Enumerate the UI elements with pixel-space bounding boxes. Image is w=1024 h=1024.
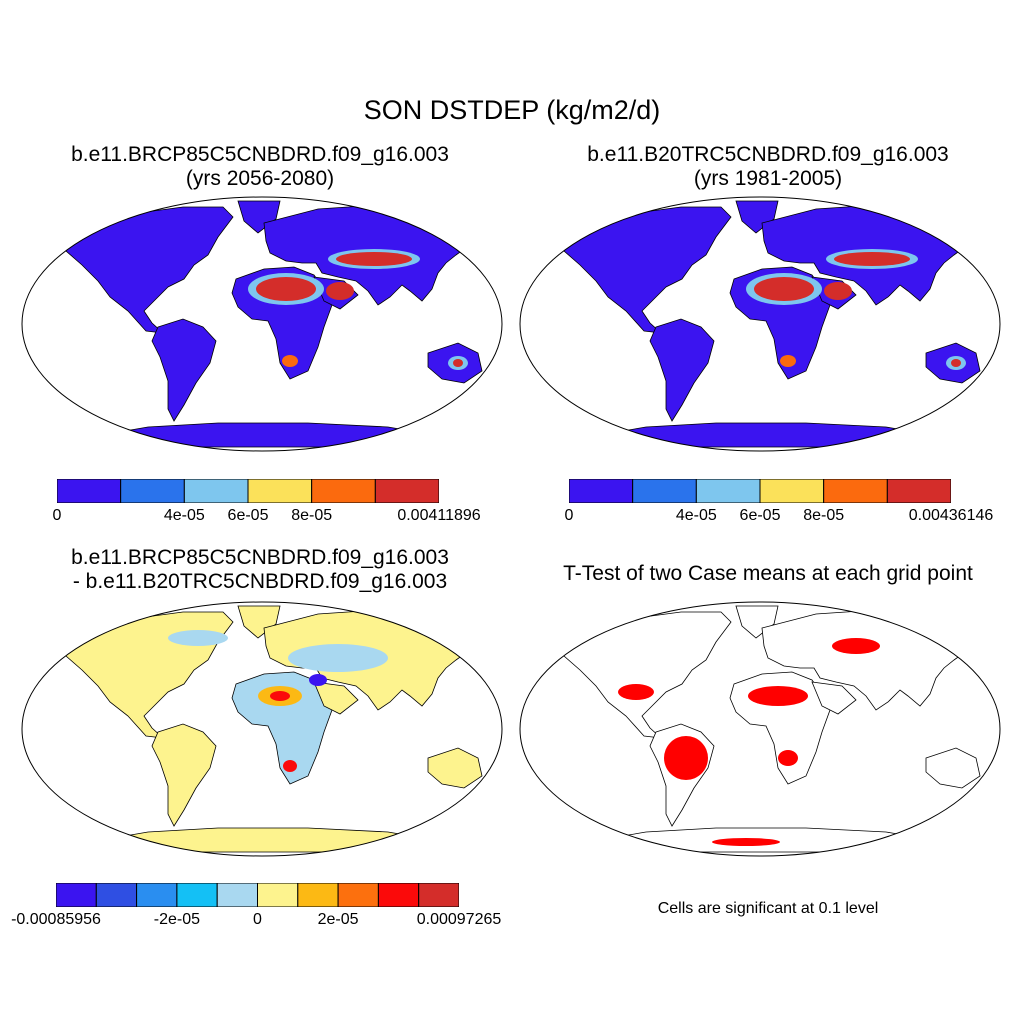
panel-1-title-line1: b.e11.BRCP85C5CNBDRD.f09_g16.003 (71, 143, 449, 166)
colorbar-box (183, 479, 249, 503)
colorbar-box (886, 479, 951, 503)
land-south-america (649, 318, 715, 422)
arabia-dust-max (326, 282, 354, 300)
land-north-america (555, 611, 732, 739)
panel-1-colorbar: 0 4e-05 6e-05 8e-05 0.00411896 (53, 479, 481, 527)
colorbar-box (377, 883, 420, 907)
map-boundary (519, 601, 1001, 857)
panel-1-title-line2: (yrs 2056-2080) (185, 167, 335, 190)
colorbar-tick-label: 0.00097265 (416, 911, 502, 928)
colorbar-tick-label: 8e-05 (291, 507, 333, 524)
colorbar-tick-label: 2e-05 (317, 911, 359, 928)
colorbar-box (297, 883, 339, 907)
colorbar-tick-label: 0.00411896 (397, 507, 481, 524)
land-antarctica (88, 827, 447, 853)
colorbar-box (136, 883, 178, 907)
land-arabia (313, 681, 359, 715)
panel-3-title: b.e11.BRCP85C5CNBDRD.f09_g16.003 - b.e11… (10, 546, 510, 594)
land-australia (925, 747, 981, 789)
land-north-america (57, 206, 234, 334)
colorbar-tick-label: 0 (52, 507, 62, 524)
panel-2-colorbar: 0 4e-05 6e-05 8e-05 0.00436146 (565, 479, 993, 527)
panel-4-map (519, 601, 1001, 857)
colorbar-box (57, 479, 122, 503)
colorbar-box (695, 479, 761, 503)
map-boundary (21, 196, 503, 452)
sig-south-america (664, 736, 708, 780)
colorbar-tick-label: 8e-05 (803, 507, 845, 524)
diff-negative-north (168, 630, 228, 646)
panel-4-title: T-Test of two Case means at each grid po… (563, 562, 973, 585)
land-south-america (151, 318, 217, 422)
kalahari-dust (282, 355, 298, 367)
panel-3-title-line1: b.e11.BRCP85C5CNBDRD.f09_g16.003 (71, 546, 449, 569)
panel-2-map (519, 196, 1001, 452)
colorbar-box (56, 883, 97, 907)
sahara-dust-max (256, 277, 316, 301)
panel-1-title: b.e11.BRCP85C5CNBDRD.f09_g16.003 (yrs 20… (10, 143, 510, 191)
diff-positive-max (270, 691, 290, 701)
diff-positive-south (283, 760, 297, 772)
colorbar-box (216, 883, 258, 907)
australia-dust-max (951, 359, 961, 367)
colorbar-tick-label: 0.00436146 (908, 507, 994, 524)
land-arabia (811, 681, 857, 715)
sig-antarctica (712, 838, 780, 846)
colorbar-box (569, 479, 634, 503)
land-australia (427, 747, 483, 789)
panel-2-title: b.e11.B20TRC5CNBDRD.f09_g16.003 (yrs 198… (518, 143, 1018, 191)
colorbar-box (257, 883, 299, 907)
panel-2-title-line2: (yrs 1981-2005) (693, 167, 843, 190)
land-antarctica (586, 422, 945, 448)
panel-3-colorbar: -0.00085956 -2e-05 0 2e-05 0.00097265 (11, 883, 501, 931)
asia-dust-max (336, 252, 412, 266)
land-africa (231, 671, 333, 785)
land-north-america (555, 206, 732, 334)
panel-1-map (21, 196, 503, 452)
colorbar-box (247, 479, 313, 503)
colorbar-box (632, 479, 697, 503)
figure-title: SON DSTDEP (kg/m2/d) (363, 95, 661, 125)
land-south-america (151, 723, 217, 827)
map-boundary (519, 196, 1001, 452)
arabia-dust-max (824, 282, 852, 300)
colorbar-box (311, 479, 376, 503)
sahara-dust-max (754, 277, 814, 301)
colorbar-tick-label: 6e-05 (739, 507, 781, 524)
kalahari-dust (780, 355, 796, 367)
colorbar-tick-label: -0.00085956 (11, 911, 101, 928)
diff-negative-area (288, 644, 388, 672)
map-boundary (21, 601, 503, 857)
colorbar-box (120, 479, 185, 503)
colorbar-tick-label: 0 (253, 911, 262, 928)
colorbar-tick-label: 4e-05 (675, 507, 717, 524)
colorbar-box (374, 479, 439, 503)
sig-south-africa (778, 750, 798, 766)
colorbar-box (823, 479, 888, 503)
australia-dust-max (453, 359, 463, 367)
colorbar-tick-label: 4e-05 (163, 507, 205, 524)
colorbar-box (337, 883, 379, 907)
panel-2-title-line1: b.e11.B20TRC5CNBDRD.f09_g16.003 (587, 143, 949, 166)
colorbar-tick-label: -2e-05 (153, 911, 201, 928)
sig-asia (832, 638, 880, 654)
land-antarctica (88, 422, 447, 448)
colorbar-box (176, 883, 218, 907)
sig-central-america (618, 684, 654, 700)
asia-dust-max (834, 252, 910, 266)
panel-3-title-line2: - b.e11.B20TRC5CNBDRD.f09_g16.003 (72, 570, 448, 593)
diff-negative-max (309, 674, 327, 686)
colorbar-box (95, 883, 138, 907)
sig-africa (748, 686, 808, 706)
colorbar-tick-label: 0 (564, 507, 574, 524)
colorbar-box (759, 479, 825, 503)
panel-3-map (21, 601, 503, 857)
colorbar-box (418, 883, 459, 907)
significance-note: Cells are significant at 0.1 level (657, 900, 879, 917)
colorbar-tick-label: 6e-05 (227, 507, 269, 524)
